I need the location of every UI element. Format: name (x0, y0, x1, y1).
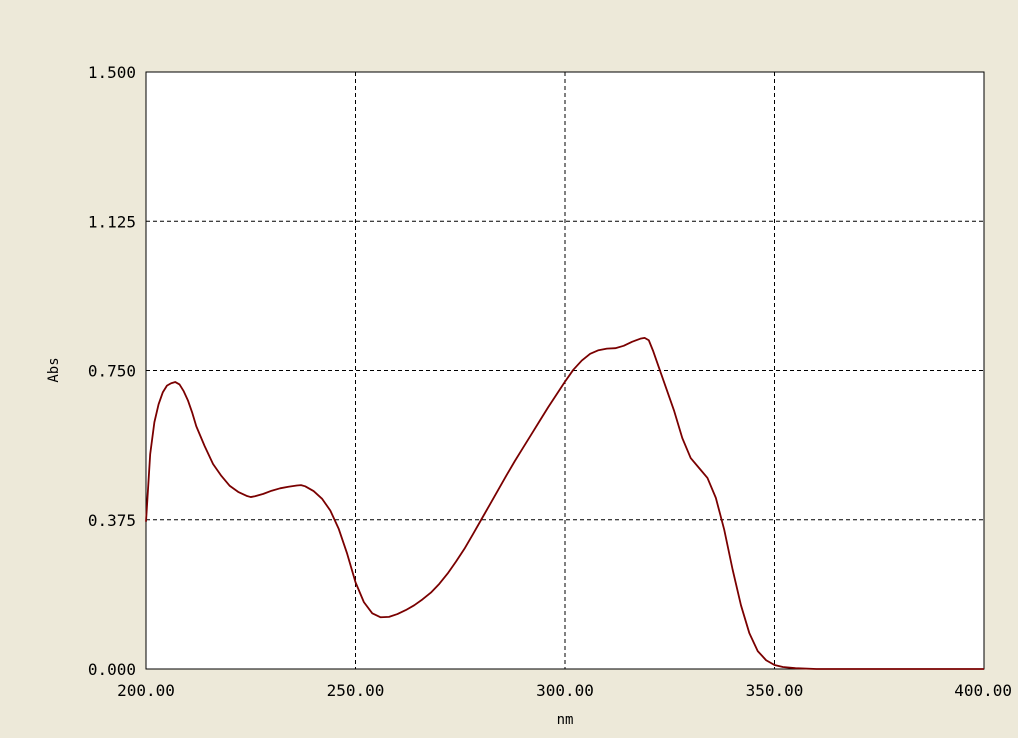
y-tick-label: 1.500 (88, 63, 136, 82)
x-tick-label: 350.00 (746, 681, 804, 700)
y-axis-ticks: 0.000 0.375 0.750 1.125 1.500 (88, 63, 136, 679)
x-axis-label: nm (557, 712, 574, 728)
y-axis-label: Abs (46, 357, 62, 382)
absorbance-line (145, 336, 984, 670)
x-tick-label: 400.00 (954, 681, 1012, 700)
y-tick-label: 0.375 (88, 511, 136, 530)
y-tick-label: 1.125 (88, 212, 136, 231)
y-tick-label: 0.000 (88, 660, 136, 679)
x-tick-label: 250.00 (327, 681, 385, 700)
x-tick-label: 300.00 (536, 681, 594, 700)
x-tick-label: 200.00 (117, 681, 175, 700)
grid-lines (146, 72, 984, 669)
x-axis-ticks: 200.00 250.00 300.00 350.00 400.00 (117, 681, 1012, 700)
y-tick-label: 0.750 (88, 362, 136, 381)
